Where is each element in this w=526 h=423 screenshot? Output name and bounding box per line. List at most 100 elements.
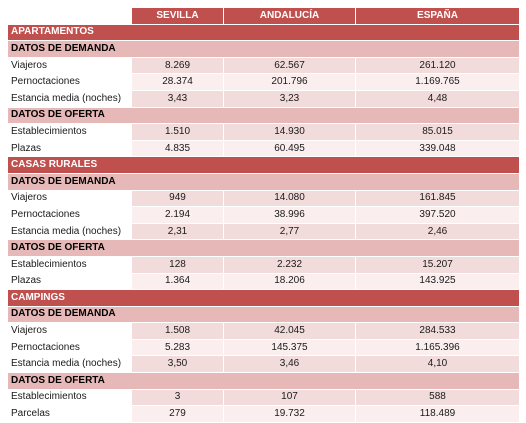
value-andalucia: 201.796 (223, 73, 356, 91)
value-sevilla: 1.508 (131, 322, 224, 340)
group-row: DATOS DE OFERTA (7, 106, 520, 125)
section-title: CAMPINGS (7, 289, 520, 307)
row-label: Establecimientos (7, 388, 132, 407)
value-sevilla: 1.510 (131, 123, 224, 141)
value-sevilla: 2.194 (131, 206, 224, 224)
value-espana: 1.169.765 (355, 73, 520, 91)
tourism-data-table: SEVILLA ANDALUCÍA ESPAÑA APARTAMENTOS DAT… (7, 7, 520, 423)
row-label: Pernoctaciones (7, 73, 132, 91)
section-title: APARTAMENTOS (7, 23, 520, 42)
value-espana: 15.207 (355, 255, 520, 274)
value-espana: 4,48 (355, 89, 520, 108)
table-row: Parcelas 279 19.732 118.489 (7, 405, 520, 423)
value-andalucia: 3,23 (223, 89, 356, 108)
value-andalucia: 2,77 (223, 222, 356, 241)
value-andalucia: 14.930 (223, 123, 356, 141)
row-label: Plazas (7, 272, 132, 291)
value-sevilla: 2,31 (131, 222, 224, 241)
row-label: Estancia media (noches) (7, 89, 132, 108)
group-title: DATOS DE OFERTA (7, 372, 520, 390)
value-espana: 118.489 (355, 405, 520, 423)
value-sevilla: 3,43 (131, 89, 224, 108)
group-row: DATOS DE DEMANDA (7, 305, 520, 324)
value-espana: 85.015 (355, 123, 520, 141)
group-title: DATOS DE DEMANDA (7, 305, 520, 324)
value-sevilla: 4.835 (131, 139, 224, 158)
value-espana: 284.533 (355, 322, 520, 340)
value-espana: 397.520 (355, 206, 520, 224)
value-andalucia: 18.206 (223, 272, 356, 291)
value-andalucia: 42.045 (223, 322, 356, 340)
value-andalucia: 19.732 (223, 405, 356, 423)
section-row: CASAS RURALES (7, 156, 520, 174)
table-row: Pernoctaciones 28.374 201.796 1.169.765 (7, 73, 520, 91)
value-andalucia: 107 (223, 388, 356, 407)
value-sevilla: 949 (131, 189, 224, 208)
value-andalucia: 3,46 (223, 355, 356, 374)
value-espana: 4,10 (355, 355, 520, 374)
value-espana: 339.048 (355, 139, 520, 158)
value-andalucia: 38.996 (223, 206, 356, 224)
value-espana: 588 (355, 388, 520, 407)
table-row: Plazas 4.835 60.495 339.048 (7, 139, 520, 158)
value-sevilla: 5.283 (131, 338, 224, 357)
column-header-andalucia: ANDALUCÍA (223, 7, 356, 25)
row-label: Plazas (7, 139, 132, 158)
value-andalucia: 2.232 (223, 255, 356, 274)
row-label: Pernoctaciones (7, 206, 132, 224)
group-row: DATOS DE OFERTA (7, 372, 520, 390)
table-row: Plazas 1.364 18.206 143.925 (7, 272, 520, 291)
table-row: Estancia media (noches) 3,50 3,46 4,10 (7, 355, 520, 374)
value-espana: 2,46 (355, 222, 520, 241)
value-sevilla: 1.364 (131, 272, 224, 291)
row-label: Estancia media (noches) (7, 355, 132, 374)
tourism-table-container: SEVILLA ANDALUCÍA ESPAÑA APARTAMENTOS DAT… (7, 7, 520, 423)
table-row: Estancia media (noches) 3,43 3,23 4,48 (7, 89, 520, 108)
value-sevilla: 128 (131, 255, 224, 274)
row-label: Viajeros (7, 322, 132, 340)
row-label: Viajeros (7, 56, 132, 75)
table-row: Pernoctaciones 5.283 145.375 1.165.396 (7, 338, 520, 357)
row-label: Estancia media (noches) (7, 222, 132, 241)
value-sevilla: 8.269 (131, 56, 224, 75)
table-row: Viajeros 949 14.080 161.845 (7, 189, 520, 208)
value-espana: 161.845 (355, 189, 520, 208)
column-header-sevilla: SEVILLA (131, 7, 224, 25)
section-title: CASAS RURALES (7, 156, 520, 174)
group-title: DATOS DE OFERTA (7, 239, 520, 257)
group-title: DATOS DE DEMANDA (7, 172, 520, 191)
row-label: Establecimientos (7, 255, 132, 274)
value-andalucia: 62.567 (223, 56, 356, 75)
group-title: DATOS DE DEMANDA (7, 40, 520, 58)
row-label: Parcelas (7, 405, 132, 423)
group-row: DATOS DE DEMANDA (7, 40, 520, 58)
table-row: Viajeros 1.508 42.045 284.533 (7, 322, 520, 340)
value-sevilla: 3 (131, 388, 224, 407)
table-row: Establecimientos 128 2.232 15.207 (7, 255, 520, 274)
value-espana: 143.925 (355, 272, 520, 291)
table-body: APARTAMENTOS DATOS DE DEMANDA Viajeros 8.26… (7, 23, 520, 423)
column-header-espana: ESPAÑA (355, 7, 520, 25)
table-row: Establecimientos 3 107 588 (7, 388, 520, 407)
value-andalucia: 60.495 (223, 139, 356, 158)
value-sevilla: 3,50 (131, 355, 224, 374)
section-row: CAMPINGS (7, 289, 520, 307)
group-row: DATOS DE DEMANDA (7, 172, 520, 191)
row-label: Establecimientos (7, 123, 132, 141)
table-row: Pernoctaciones 2.194 38.996 397.520 (7, 206, 520, 224)
header-blank-cell (7, 7, 132, 25)
value-andalucia: 145.375 (223, 338, 356, 357)
row-label: Viajeros (7, 189, 132, 208)
value-andalucia: 14.080 (223, 189, 356, 208)
group-row: DATOS DE OFERTA (7, 239, 520, 257)
value-sevilla: 28.374 (131, 73, 224, 91)
value-sevilla: 279 (131, 405, 224, 423)
table-row: Establecimientos 1.510 14.930 85.015 (7, 123, 520, 141)
table-row: Viajeros 8.269 62.567 261.120 (7, 56, 520, 75)
section-row: APARTAMENTOS (7, 23, 520, 42)
group-title: DATOS DE OFERTA (7, 106, 520, 125)
value-espana: 1.165.396 (355, 338, 520, 357)
value-espana: 261.120 (355, 56, 520, 75)
header-row: SEVILLA ANDALUCÍA ESPAÑA (7, 7, 520, 25)
table-row: Estancia media (noches) 2,31 2,77 2,46 (7, 222, 520, 241)
